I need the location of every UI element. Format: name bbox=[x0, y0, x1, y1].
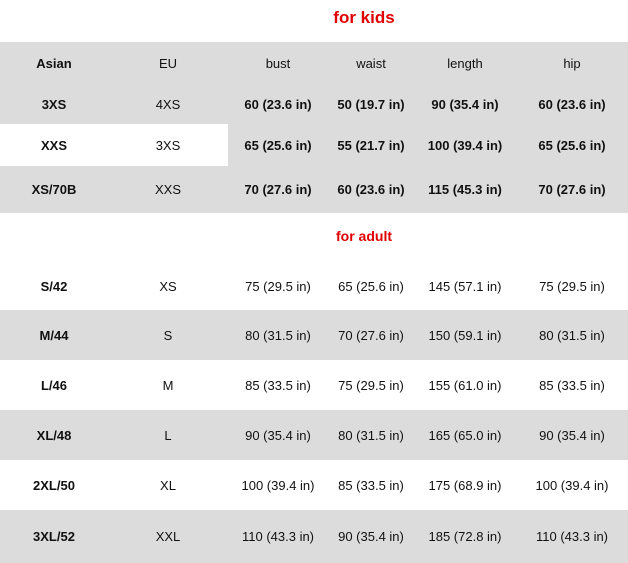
eu-size: S bbox=[163, 327, 173, 343]
hip-value: 110 (43.3 in) bbox=[535, 529, 609, 544]
table-row: S/42 XS 75 (29.5 in) 65 (25.6 in) 145 (5… bbox=[0, 262, 628, 310]
header-asian: Asian bbox=[36, 55, 72, 71]
table-row: 3XL/52 XXL 110 (43.3 in) 90 (35.4 in) 18… bbox=[0, 510, 628, 563]
asian-size: XXS bbox=[40, 137, 67, 153]
hip-value: 85 (33.5 in) bbox=[539, 377, 605, 393]
asian-size: XL/48 bbox=[36, 427, 72, 443]
length-value: 155 (61.0 in) bbox=[428, 377, 502, 393]
header-hip: hip bbox=[563, 55, 581, 71]
eu-size: XS bbox=[159, 278, 177, 294]
waist-value: 75 (29.5 in) bbox=[338, 377, 404, 393]
hip-value: 100 (39.4 in) bbox=[535, 477, 609, 493]
eu-size: XXS bbox=[154, 182, 181, 197]
length-value: 150 (59.1 in) bbox=[428, 327, 502, 343]
bust-value: 90 (35.4 in) bbox=[245, 427, 311, 443]
eu-size: XXL bbox=[155, 529, 181, 544]
table-row: 2XL/50 XL 100 (39.4 in) 85 (33.5 in) 175… bbox=[0, 460, 628, 510]
asian-size: XS/70B bbox=[31, 182, 77, 197]
table-row: 3XS 4XS 60 (23.6 in) 50 (19.7 in) 90 (35… bbox=[0, 84, 628, 124]
hip-value: 65 (25.6 in) bbox=[538, 137, 606, 153]
header-length: length bbox=[447, 55, 483, 71]
table-row: M/44 S 80 (31.5 in) 70 (27.6 in) 150 (59… bbox=[0, 310, 628, 360]
eu-size: 3XS bbox=[155, 137, 181, 153]
waist-value: 65 (25.6 in) bbox=[338, 278, 404, 294]
hip-value: 60 (23.6 in) bbox=[538, 96, 606, 112]
length-value: 145 (57.1 in) bbox=[428, 278, 502, 294]
hip-value: 75 (29.5 in) bbox=[539, 278, 605, 294]
table-row: L/46 M 85 (33.5 in) 75 (29.5 in) 155 (61… bbox=[0, 360, 628, 410]
waist-value: 70 (27.6 in) bbox=[338, 327, 404, 343]
bust-value: 100 (39.4 in) bbox=[241, 477, 315, 493]
hip-value: 80 (31.5 in) bbox=[539, 327, 605, 343]
header-bust: bust bbox=[265, 55, 291, 71]
length-value: 165 (65.0 in) bbox=[428, 427, 502, 443]
table-row: XS/70B XXS 70 (27.6 in) 60 (23.6 in) 115… bbox=[0, 166, 628, 213]
header-row: Asian EU bust waist length hip bbox=[0, 42, 628, 84]
waist-value: 80 (31.5 in) bbox=[338, 427, 404, 443]
bust-value: 80 (31.5 in) bbox=[245, 327, 311, 343]
bust-value: 65 (25.6 in) bbox=[244, 137, 312, 153]
length-value: 90 (35.4 in) bbox=[431, 96, 499, 112]
hip-value: 90 (35.4 in) bbox=[539, 427, 605, 443]
eu-size: XL bbox=[160, 477, 176, 493]
hip-value: 70 (27.6 in) bbox=[538, 182, 606, 197]
kids-section-title: for kids bbox=[333, 8, 395, 27]
table-row: XXS 3XS 65 (25.6 in) 55 (21.7 in) 100 (3… bbox=[0, 124, 628, 166]
length-value: 185 (72.8 in) bbox=[428, 529, 502, 544]
asian-size: 2XL/50 bbox=[33, 477, 75, 493]
asian-size: L/46 bbox=[40, 377, 67, 393]
eu-size: M bbox=[162, 377, 174, 393]
highlight-cell-bg bbox=[0, 124, 228, 166]
waist-value: 90 (35.4 in) bbox=[338, 529, 404, 544]
waist-value: 60 (23.6 in) bbox=[337, 182, 405, 197]
adult-section-title: for adult bbox=[336, 228, 392, 244]
header-eu: EU bbox=[158, 55, 178, 71]
waist-value: 85 (33.5 in) bbox=[338, 477, 404, 493]
asian-size: 3XS bbox=[41, 96, 67, 112]
bust-value: 75 (29.5 in) bbox=[245, 278, 311, 294]
bust-value: 85 (33.5 in) bbox=[245, 377, 311, 393]
asian-size: S/42 bbox=[40, 278, 68, 294]
eu-size: L bbox=[164, 427, 172, 443]
table-row: XL/48 L 90 (35.4 in) 80 (31.5 in) 165 (6… bbox=[0, 410, 628, 460]
length-value: 175 (68.9 in) bbox=[428, 477, 502, 493]
asian-size: 3XL/52 bbox=[33, 529, 75, 544]
waist-value: 55 (21.7 in) bbox=[337, 137, 405, 153]
asian-size: M/44 bbox=[39, 327, 69, 343]
bust-value: 110 (43.3 in) bbox=[241, 529, 315, 544]
waist-value: 50 (19.7 in) bbox=[337, 96, 405, 112]
length-value: 115 (45.3 in) bbox=[428, 182, 502, 197]
length-value: 100 (39.4 in) bbox=[427, 137, 503, 153]
eu-size: 4XS bbox=[155, 96, 181, 112]
bust-value: 70 (27.6 in) bbox=[244, 182, 312, 197]
bust-value: 60 (23.6 in) bbox=[244, 96, 312, 112]
header-waist: waist bbox=[356, 55, 386, 71]
